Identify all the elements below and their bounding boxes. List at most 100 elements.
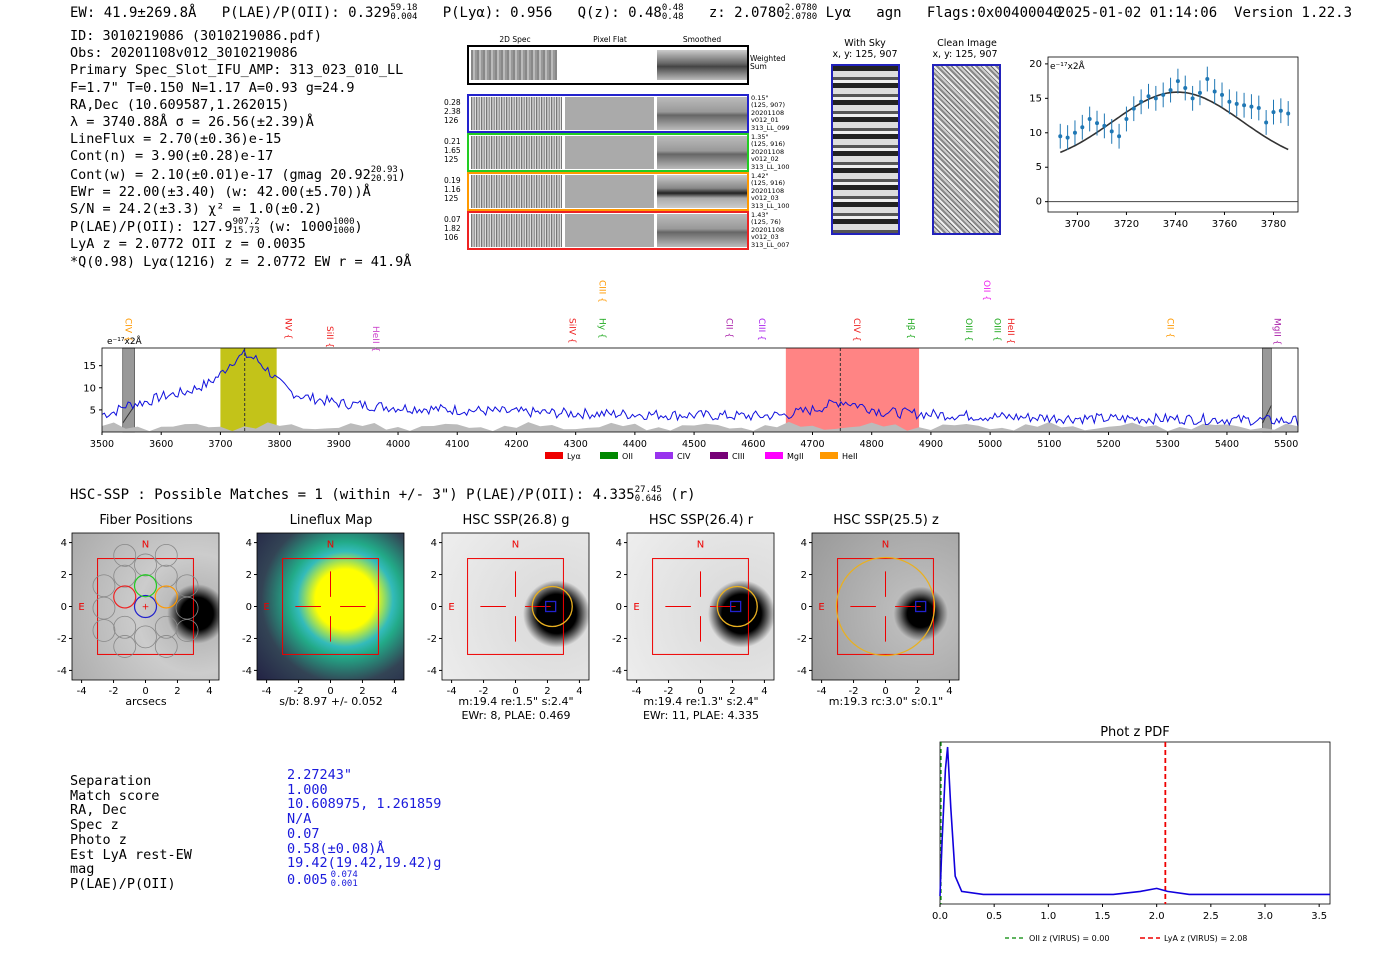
info-fiber-params: F=1.7" T=0.150 N=1.17 A=0.93 g=24.9	[70, 79, 355, 96]
hsc-xtick-label: -4	[632, 686, 642, 697]
zoom-data-point	[1072, 130, 1077, 135]
spec2d-row-left-value: 126	[444, 116, 459, 125]
hsc-ytick-label: -4	[427, 666, 437, 677]
hsc-xtick-label: -2	[109, 686, 119, 697]
zoom-plot-frame	[1047, 56, 1299, 213]
spec2d-col1-title: 2D Spec	[499, 35, 531, 44]
spec2d-row-raw	[471, 97, 562, 130]
spec2d-row-left-value: 125	[444, 155, 459, 164]
hsc-aperture-box	[467, 558, 564, 655]
hsc-east-label: E	[448, 602, 454, 613]
hsc-xtick-label: 2	[544, 686, 550, 697]
hsc-xtick-label: 0	[142, 686, 148, 697]
hsc-ytick-label: -4	[612, 666, 622, 677]
header-version: Version 1.22.3	[1234, 5, 1353, 21]
spec2d-col2-title: Pixel Flat	[593, 35, 627, 44]
info-plae-lo: 15.73	[232, 226, 260, 237]
spec2d-row-smoothed	[657, 97, 747, 130]
header-plae: P(LAE)/P(OII): 0.329	[221, 5, 391, 21]
hsc-panel-caption2: EWr: 8, PLAE: 0.469	[461, 709, 571, 722]
spec-legend-swatch	[765, 452, 783, 459]
info-plae-hi: 907.2	[232, 217, 260, 228]
spec-masked-hatch	[1262, 405, 1272, 424]
spec2d-row-right-value: v012_02	[751, 155, 779, 164]
info-lineflux: LineFlux = 2.70(±0.36)e-15	[70, 131, 282, 148]
match-value: 0.005 0.074 0.001	[287, 869, 358, 889]
fiber-circle	[92, 619, 116, 642]
spec-legend-swatch	[655, 452, 673, 459]
fiber-circle	[154, 615, 178, 639]
hsc-panel-caption1: m:19.4 re:1.3" s:2.4"	[643, 695, 759, 708]
spec2d-row-left-value: 0.21	[444, 137, 461, 146]
info-cont-w-text: Cont(w) = 2.10(±0.01)e-17 (gmag 20.92	[70, 166, 371, 183]
spec2d-col3-title: Smoothed	[682, 35, 722, 44]
hsc-panel-caption1: arcsecs	[125, 695, 167, 708]
hsc-ytick-label: 0	[246, 602, 252, 613]
hsc-xtick-label: -2	[479, 686, 489, 697]
info-slot: Primary Spec_Slot_IFU_AMP: 313_023_010_L…	[70, 62, 404, 79]
spec-legend-swatch	[820, 452, 838, 459]
zoom-data-point	[1256, 105, 1261, 110]
header-plya: P(Lyα): 0.956	[442, 5, 553, 21]
hsc-panel-frame	[441, 532, 590, 681]
spec-emission-line-label: OII {	[981, 280, 991, 301]
hsc-panel-title: Fiber Positions	[99, 513, 193, 528]
spec-emission-line-label: CIV {	[851, 318, 861, 342]
match-values: 2.27243" 1.000 10.608975, 1.261859 N/A 0.07 0…	[287, 768, 441, 889]
zoom-data-point	[1124, 117, 1129, 121]
spec-emission-line-label: OIII {	[963, 318, 973, 342]
zoom-data-point	[1227, 99, 1232, 104]
spec2d-row-right-value: (125, 76)	[751, 218, 781, 227]
spec2d-row-left-value: 0.19	[444, 176, 461, 185]
match-label: Match score	[70, 787, 160, 804]
spec2d-row-raw	[471, 214, 562, 247]
hsc-ytick-label: 0	[616, 602, 622, 613]
match-label: Photo z	[70, 831, 127, 848]
spec2d-row-left-values: 0.28 2.38 126	[444, 98, 464, 125]
spec-emission-line-label: Hy {	[596, 318, 606, 339]
hsc-xtick-label: 4	[391, 686, 397, 697]
full-spectrum-chart: 5 10 15 3500 3600 3700 3800 3900 4000 4100 4200 430…	[83, 280, 1299, 461]
spec-emission-line-label: NV {	[283, 318, 293, 339]
zoom-data-point	[1205, 77, 1210, 82]
spec2d-row-left-value: 1.16	[444, 185, 461, 194]
photz-xtick-label: 1.5	[1095, 911, 1111, 922]
header-z-lo: 2.0780	[784, 12, 818, 22]
hsc-panel-axes: -4 -4 -2 -2 0 0 2 2 4 4 N E	[612, 532, 775, 697]
spec2d-row-right-value: v012_03	[751, 233, 779, 242]
spec-legend-label: CIV	[677, 452, 691, 461]
hsc-north-label: N	[882, 539, 889, 550]
spec2d-row-right-value: (125, 916)	[751, 179, 786, 188]
header-datetime-version: 2025-01-02 01:14:06 Version 1.22.3	[1057, 5, 1352, 21]
spec2d-row-flat	[565, 136, 654, 169]
spec-emission-line-label: CIV {	[123, 318, 133, 342]
spec-emission-line-label: MgII {	[1271, 318, 1281, 345]
with-sky-xy: x, y: 125, 907	[832, 49, 898, 60]
match-value: N/A	[287, 811, 312, 828]
hsc-east-label: E	[818, 602, 824, 613]
match-value: 2.27243"	[287, 767, 353, 783]
zoom-data-point	[1095, 121, 1100, 126]
spec-emission-line-label: Hβ {	[905, 318, 915, 339]
hsc-panel-title: Lineflux Map	[289, 513, 373, 528]
spec2d-row-left-value: 106	[444, 233, 459, 242]
spec2d-row-right-value: 1.35"	[751, 133, 769, 141]
hsc-xtick-label: 4	[761, 686, 767, 697]
hsc-north-label: N	[142, 539, 149, 550]
spec-legend-swatch	[710, 452, 728, 459]
spec-xtick-label: 3900	[327, 439, 351, 450]
photz-pdf-chart: Phot z PDF 0.0 0.5 1.0 1.5 2.0 2.5 3.0 3.5 OII z …	[932, 725, 1331, 943]
photz-frame	[939, 741, 1331, 905]
fiber-circle	[175, 574, 199, 598]
header-flags: Flags:0x00400040	[926, 5, 1062, 21]
hsc-east-label: E	[633, 602, 639, 613]
spec-highlight-band	[785, 348, 920, 432]
spec-legend-label: OII	[622, 452, 633, 461]
zoom-data-point	[1102, 123, 1107, 128]
hsc-ytick-label: 4	[431, 538, 437, 549]
zoom-data-point	[1131, 106, 1136, 111]
spec-xtick-label: 4900	[919, 439, 943, 450]
fiber-circle	[92, 596, 116, 620]
hsc-xtick-label: -2	[849, 686, 859, 697]
match-value: 10.608975, 1.261859	[287, 796, 442, 813]
